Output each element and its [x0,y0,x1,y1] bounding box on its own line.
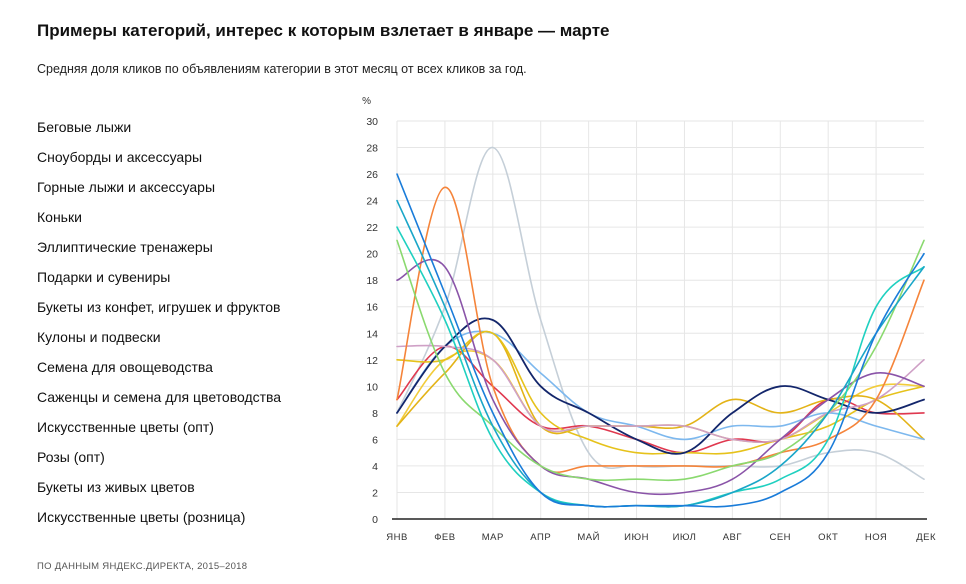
series-line [396,186,925,474]
x-tick-label: НОЯ [865,532,887,543]
y-tick-label: 22 [366,222,378,234]
x-tick-label: ИЮН [624,532,649,543]
x-tick-label: ДЕК [916,532,936,543]
legend-item: Горные лыжи и аксессуары [37,179,216,195]
legend-item: Букеты из живых цветов [37,479,195,495]
chart-subtitle: Средняя доля кликов по объявлениям катег… [37,62,527,76]
series-line [396,330,925,455]
y-tick-label: 4 [372,461,378,473]
y-tick-label: 10 [366,381,378,393]
legend-item: Коньки [37,209,82,225]
x-tick-label: АПР [530,532,551,543]
y-unit-label: % [362,96,371,107]
x-tick-label: ОКТ [818,532,838,543]
legend-item: Искусственные цветы (опт) [37,419,214,435]
y-tick-label: 30 [366,116,378,128]
series-line [396,146,925,480]
y-tick-label: 14 [366,328,378,340]
y-tick-label: 18 [366,275,378,287]
y-tick-label: 20 [366,249,378,261]
source-note: ПО ДАННЫМ ЯНДЕКС.ДИРЕКТА, 2015–2018 [37,561,248,572]
x-tick-label: АВГ [723,532,742,543]
legend-item: Эллиптические тренажеры [37,239,213,255]
y-tick-label: 16 [366,302,378,314]
series-line [396,173,925,508]
legend-item: Букеты из конфет, игрушек и фруктов [37,299,281,315]
legend-item: Розы (опт) [37,449,105,465]
series-line [396,239,925,482]
y-tick-label: 0 [372,514,378,526]
x-tick-label: ИЮЛ [673,532,697,543]
legend-item: Кулоны и подвески [37,329,161,345]
y-tick-label: 2 [372,487,378,499]
chart-title: Примеры категорий, интерес к которым взл… [37,21,610,40]
x-tick-label: СЕН [769,532,791,543]
y-tick-label: 24 [366,196,378,208]
y-tick-label: 26 [366,169,378,181]
legend-item: Сноуборды и аксессуары [37,149,203,165]
series-line [396,258,925,496]
y-tick-label: 28 [366,143,378,155]
legend: Беговые лыжи Сноуборды и аксессуары Горн… [37,117,281,537]
legend-item: Искусственные цветы (розница) [37,509,246,525]
legend-item: Подарки и сувениры [37,269,171,285]
legend-item: Саженцы и семена для цветоводства [37,389,282,405]
y-tick-label: 8 [372,408,378,420]
series-lines [396,146,925,508]
series-line [396,226,925,508]
legend-item: Беговые лыжи [37,119,132,135]
x-tick-label: ЯНВ [386,532,408,543]
series-line [396,344,925,443]
y-tick-label: 6 [372,434,378,446]
y-tick-label: 12 [366,355,378,367]
legend-item: Семена для овощеводства [37,359,213,375]
x-tick-label: ФЕВ [434,532,455,543]
x-tick-label: МАЙ [577,531,600,543]
x-tick-label: МАР [482,532,504,543]
